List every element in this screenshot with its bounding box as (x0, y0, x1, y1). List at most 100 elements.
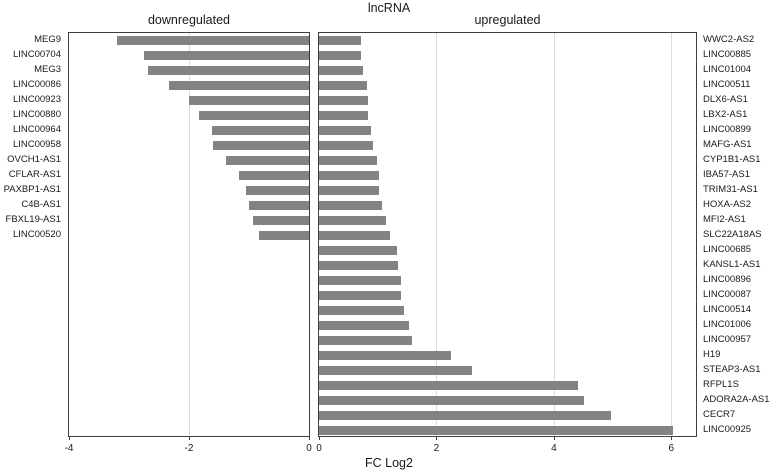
bar-linc00685 (319, 246, 398, 255)
bar-linc01006 (319, 321, 410, 330)
xtick-label-6: 6 (668, 443, 675, 454)
bar-linc00964 (212, 126, 309, 135)
ytick-label-linc00086: LINC00086 (12, 79, 61, 90)
ytick-label-cflar-as1: CFLAR-AS1 (8, 169, 61, 180)
bar-hoxa-as2 (319, 201, 382, 210)
bar-meg3 (148, 66, 309, 75)
ytick-label-linc00925: LINC00925 (703, 424, 752, 435)
ytick-label-h19: H19 (703, 349, 721, 360)
xtick-label--4: -4 (64, 443, 74, 454)
ytick-label-meg3: MEG3 (34, 64, 61, 75)
bar-cecr7 (319, 411, 611, 420)
xtick-label-0: 0 (306, 443, 312, 454)
xtick-mark--2 (189, 437, 190, 440)
ytick-label-linc00964: LINC00964 (12, 124, 61, 135)
bar-linc00957 (319, 336, 413, 345)
ytick-label-kansl1-as1: KANSL1-AS1 (703, 259, 761, 270)
bar-adora2a-as1 (319, 396, 584, 405)
panel-title-upregulated: upregulated (474, 13, 541, 27)
bar-lbx2-as1 (319, 111, 368, 120)
xtick-mark-6 (671, 437, 673, 440)
bar-cyp1b1-as1 (319, 156, 378, 165)
ytick-label-iba57-as1: IBA57-AS1 (703, 169, 750, 180)
ytick-label-linc00958: LINC00958 (12, 139, 61, 150)
ytick-label-mafg-as1: MAFG-AS1 (703, 139, 752, 150)
bar-ovch1-as1 (225, 156, 309, 165)
bar-c4b-as1 (249, 201, 309, 210)
ytick-label-linc00511: LINC00511 (703, 79, 751, 90)
ytick-label-adora2a-as1: ADORA2A-AS1 (703, 394, 770, 405)
xtick-mark-4 (553, 437, 555, 440)
ytick-label-trim31-as1: TRIM31-AS1 (703, 184, 758, 195)
ytick-label-linc00880: LINC00880 (12, 109, 61, 120)
bar-linc00925 (319, 426, 673, 435)
bar-rfpl1s (319, 381, 578, 390)
bar-linc00896 (319, 276, 401, 285)
bar-linc00880 (199, 111, 309, 120)
ytick-label-fbxl19-as1: FBXL19-AS1 (5, 214, 61, 225)
ytick-label-linc01004: LINC01004 (703, 64, 752, 75)
xtick-label-0: 0 (316, 443, 322, 454)
xaxis-label: FC Log2 (365, 456, 413, 470)
xtick-mark-2 (436, 437, 438, 440)
ytick-label-ovch1-as1: OVCH1-AS1 (7, 154, 61, 165)
ytick-label-linc00923: LINC00923 (12, 94, 61, 105)
ytick-label-linc00896: LINC00896 (703, 274, 752, 285)
bar-linc00514 (319, 306, 405, 315)
bar-mfi2-as1 (319, 216, 386, 225)
bar-linc00087 (319, 291, 402, 300)
gridline-x-6 (671, 33, 673, 436)
ytick-label-linc01006: LINC01006 (703, 319, 752, 330)
ytick-label-meg9: MEG9 (34, 34, 61, 45)
ytick-label-slc22a18as: SLC22A18AS (703, 229, 762, 240)
ytick-label-hoxa-as2: HOXA-AS2 (703, 199, 752, 210)
xtick-mark-0 (309, 437, 310, 440)
bar-cflar-as1 (238, 171, 309, 180)
ytick-label-mfi2-as1: MFI2-AS1 (703, 214, 746, 225)
ytick-label-steap3-as1: STEAP3-AS1 (703, 364, 761, 375)
gridline-x--2 (189, 33, 190, 436)
xtick-label-2: 2 (433, 443, 440, 454)
bar-dlx6-as1 (319, 96, 369, 105)
plot-area-downregulated (68, 32, 310, 437)
xtick-mark--4 (69, 437, 70, 440)
ytick-label-lbx2-as1: LBX2-AS1 (703, 109, 748, 120)
ytick-label-wwc2-as2: WWC2-AS2 (703, 34, 755, 45)
ytick-label-linc00899: LINC00899 (703, 124, 752, 135)
ytick-label-linc00520: LINC00520 (12, 229, 61, 240)
ytick-label-paxbp1-as1: PAXBP1-AS1 (3, 184, 61, 195)
xtick-mark-0 (319, 437, 320, 440)
ytick-label-dlx6-as1: DLX6-AS1 (703, 94, 748, 105)
ytick-label-rfpl1s: RFPL1S (703, 379, 739, 390)
bar-meg9 (117, 36, 309, 45)
bar-linc00885 (319, 51, 361, 60)
bar-mafg-as1 (319, 141, 373, 150)
bar-kansl1-as1 (319, 261, 399, 270)
gridline-x-2 (436, 33, 438, 436)
ytick-label-c4b-as1: C4B-AS1 (21, 199, 61, 210)
bar-linc00086 (169, 81, 309, 90)
bar-paxbp1-as1 (246, 186, 309, 195)
panel-title-downregulated: downregulated (147, 13, 230, 27)
ytick-label-linc00957: LINC00957 (703, 334, 752, 345)
ytick-label-linc00685: LINC00685 (703, 244, 752, 255)
bar-linc00520 (258, 231, 309, 240)
bar-linc00511 (319, 81, 367, 90)
ytick-label-cyp1b1-as1: CYP1B1-AS1 (703, 154, 761, 165)
ytick-label-linc00087: LINC00087 (703, 289, 752, 300)
ytick-label-linc00885: LINC00885 (703, 49, 752, 60)
ytick-label-linc00514: LINC00514 (703, 304, 752, 315)
xtick-label-4: 4 (551, 443, 557, 454)
bar-iba57-as1 (319, 171, 379, 180)
bar-trim31-as1 (319, 186, 379, 195)
gridline-x-4 (553, 33, 555, 436)
plot-area-upregulated (318, 32, 697, 437)
bar-h19 (319, 351, 451, 360)
bar-fbxl19-as1 (252, 216, 309, 225)
bar-linc00958 (213, 141, 309, 150)
bar-steap3-as1 (319, 366, 473, 375)
xtick-label--2: -2 (184, 443, 194, 454)
bar-linc00923 (189, 96, 309, 105)
